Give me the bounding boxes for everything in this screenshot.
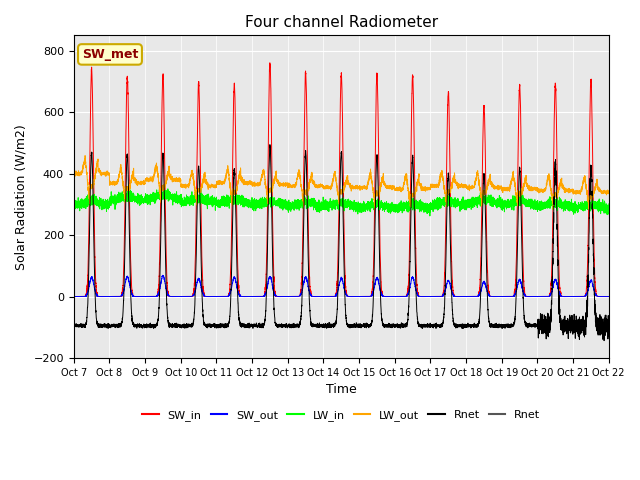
SW_out: [252, 294, 259, 300]
Rnet: [323, 323, 331, 329]
LW_in: [164, 186, 172, 192]
LW_in: [323, 198, 331, 204]
Line: Rnet: Rnet: [74, 144, 609, 341]
Title: Four channel Radiometer: Four channel Radiometer: [244, 15, 438, 30]
SW_in: [461, 294, 468, 300]
LW_out: [252, 181, 259, 187]
LW_in: [461, 207, 468, 213]
LW_out: [323, 185, 331, 191]
Y-axis label: Solar Radiation (W/m2): Solar Radiation (W/m2): [15, 124, 28, 270]
LW_out: [476, 184, 484, 190]
LW_in: [426, 213, 434, 219]
LW_in: [70, 202, 77, 208]
Rnet: [252, 323, 259, 329]
Rnet: [600, 338, 608, 344]
SW_in: [266, 60, 274, 66]
SW_out: [476, 291, 484, 297]
LW_out: [70, 169, 77, 175]
SW_out: [461, 294, 468, 300]
SW_out: [70, 294, 77, 300]
SW_in: [323, 294, 331, 300]
LW_in: [252, 201, 259, 207]
LW_out: [576, 189, 584, 194]
Rnet: [461, 325, 468, 331]
SW_in: [605, 294, 612, 300]
SW_in: [252, 294, 259, 300]
SW_out: [576, 294, 584, 300]
LW_out: [461, 183, 468, 189]
Line: SW_in: SW_in: [74, 63, 609, 297]
LW_out: [605, 190, 612, 195]
LW_in: [582, 201, 590, 206]
LW_in: [476, 196, 484, 202]
Rnet: [605, 326, 612, 332]
Legend: SW_in, SW_out, LW_in, LW_out, Rnet, Rnet: SW_in, SW_out, LW_in, LW_out, Rnet, Rnet: [138, 406, 545, 425]
SW_out: [323, 294, 331, 300]
SW_in: [576, 294, 584, 300]
LW_out: [550, 206, 557, 212]
LW_in: [605, 201, 612, 207]
SW_in: [476, 282, 484, 288]
X-axis label: Time: Time: [326, 383, 356, 396]
Line: SW_out: SW_out: [74, 275, 609, 297]
Rnet: [582, 324, 590, 330]
Rnet: [576, 321, 584, 326]
SW_out: [159, 272, 166, 278]
Line: LW_out: LW_out: [74, 156, 609, 209]
LW_out: [81, 153, 89, 158]
Rnet: [476, 307, 484, 313]
Text: SW_met: SW_met: [82, 48, 138, 61]
Line: LW_in: LW_in: [74, 189, 609, 216]
Rnet: [70, 323, 77, 329]
SW_out: [605, 294, 612, 300]
LW_in: [576, 203, 584, 209]
SW_out: [582, 292, 590, 298]
LW_out: [582, 186, 590, 192]
SW_in: [70, 294, 77, 300]
SW_in: [582, 286, 590, 292]
Rnet: [266, 142, 274, 147]
